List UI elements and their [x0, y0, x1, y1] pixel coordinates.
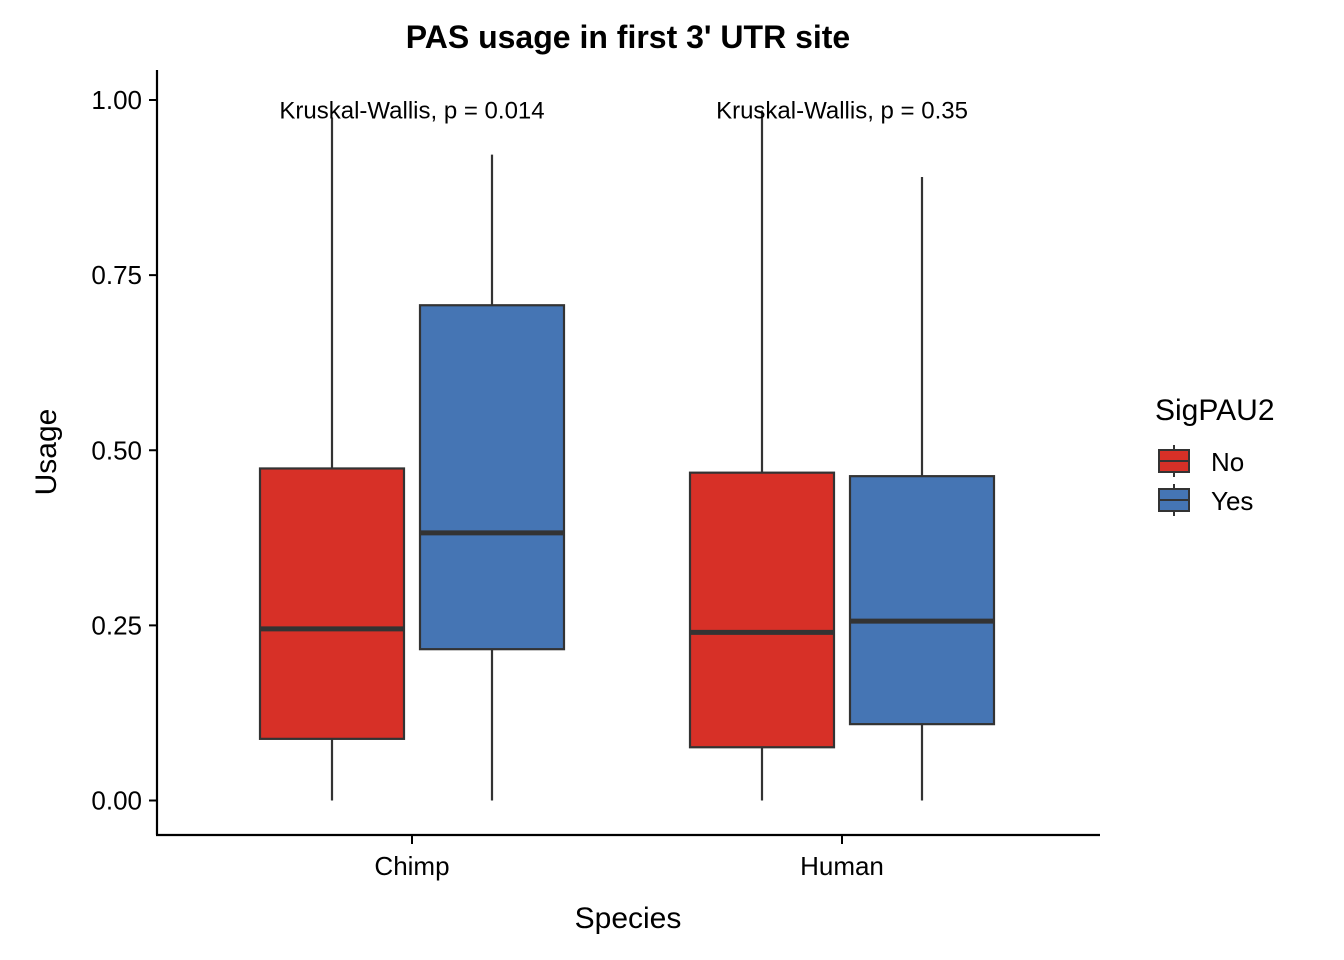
legend-key-no: [1158, 445, 1190, 477]
stat-annotation: Kruskal-Wallis, p = 0.014: [279, 98, 544, 125]
box-iqr: [258, 467, 406, 740]
y-tick-label: 0.75: [91, 260, 142, 290]
x-tick-label: Human: [800, 851, 884, 881]
x-axis-ticks: Chimp Human: [374, 835, 884, 881]
box-no-human: [688, 110, 836, 801]
legend-label-yes: Yes: [1211, 486, 1253, 516]
legend-title: SigPAU2: [1155, 394, 1275, 427]
y-axis-title: Usage: [30, 409, 63, 496]
y-tick-label: 1.00: [91, 85, 142, 115]
y-tick-label: 0.00: [91, 786, 142, 816]
x-tick-label: Chimp: [374, 851, 449, 881]
x-axis-title: Species: [575, 902, 682, 935]
box-no-chimp: [258, 117, 406, 801]
box-iqr: [688, 471, 836, 749]
legend: SigPAU2 No Yes: [1155, 394, 1275, 516]
box-iqr: [848, 475, 996, 726]
box-yes-human: [848, 177, 996, 801]
annotations: Kruskal-Wallis, p = 0.014 Kruskal-Wallis,…: [279, 98, 968, 125]
legend-label-no: No: [1211, 447, 1244, 477]
box-yes-chimp: [418, 154, 566, 801]
y-tick-label: 0.50: [91, 435, 142, 465]
stat-annotation: Kruskal-Wallis, p = 0.35: [716, 98, 968, 125]
y-tick-label: 0.25: [91, 610, 142, 640]
box-iqr: [418, 304, 566, 651]
legend-key-yes: [1158, 484, 1190, 516]
plot-area: [258, 110, 996, 801]
chart-title: PAS usage in first 3' UTR site: [406, 19, 850, 55]
y-axis-ticks: 0.00 0.25 0.50 0.75 1.00: [91, 85, 157, 816]
